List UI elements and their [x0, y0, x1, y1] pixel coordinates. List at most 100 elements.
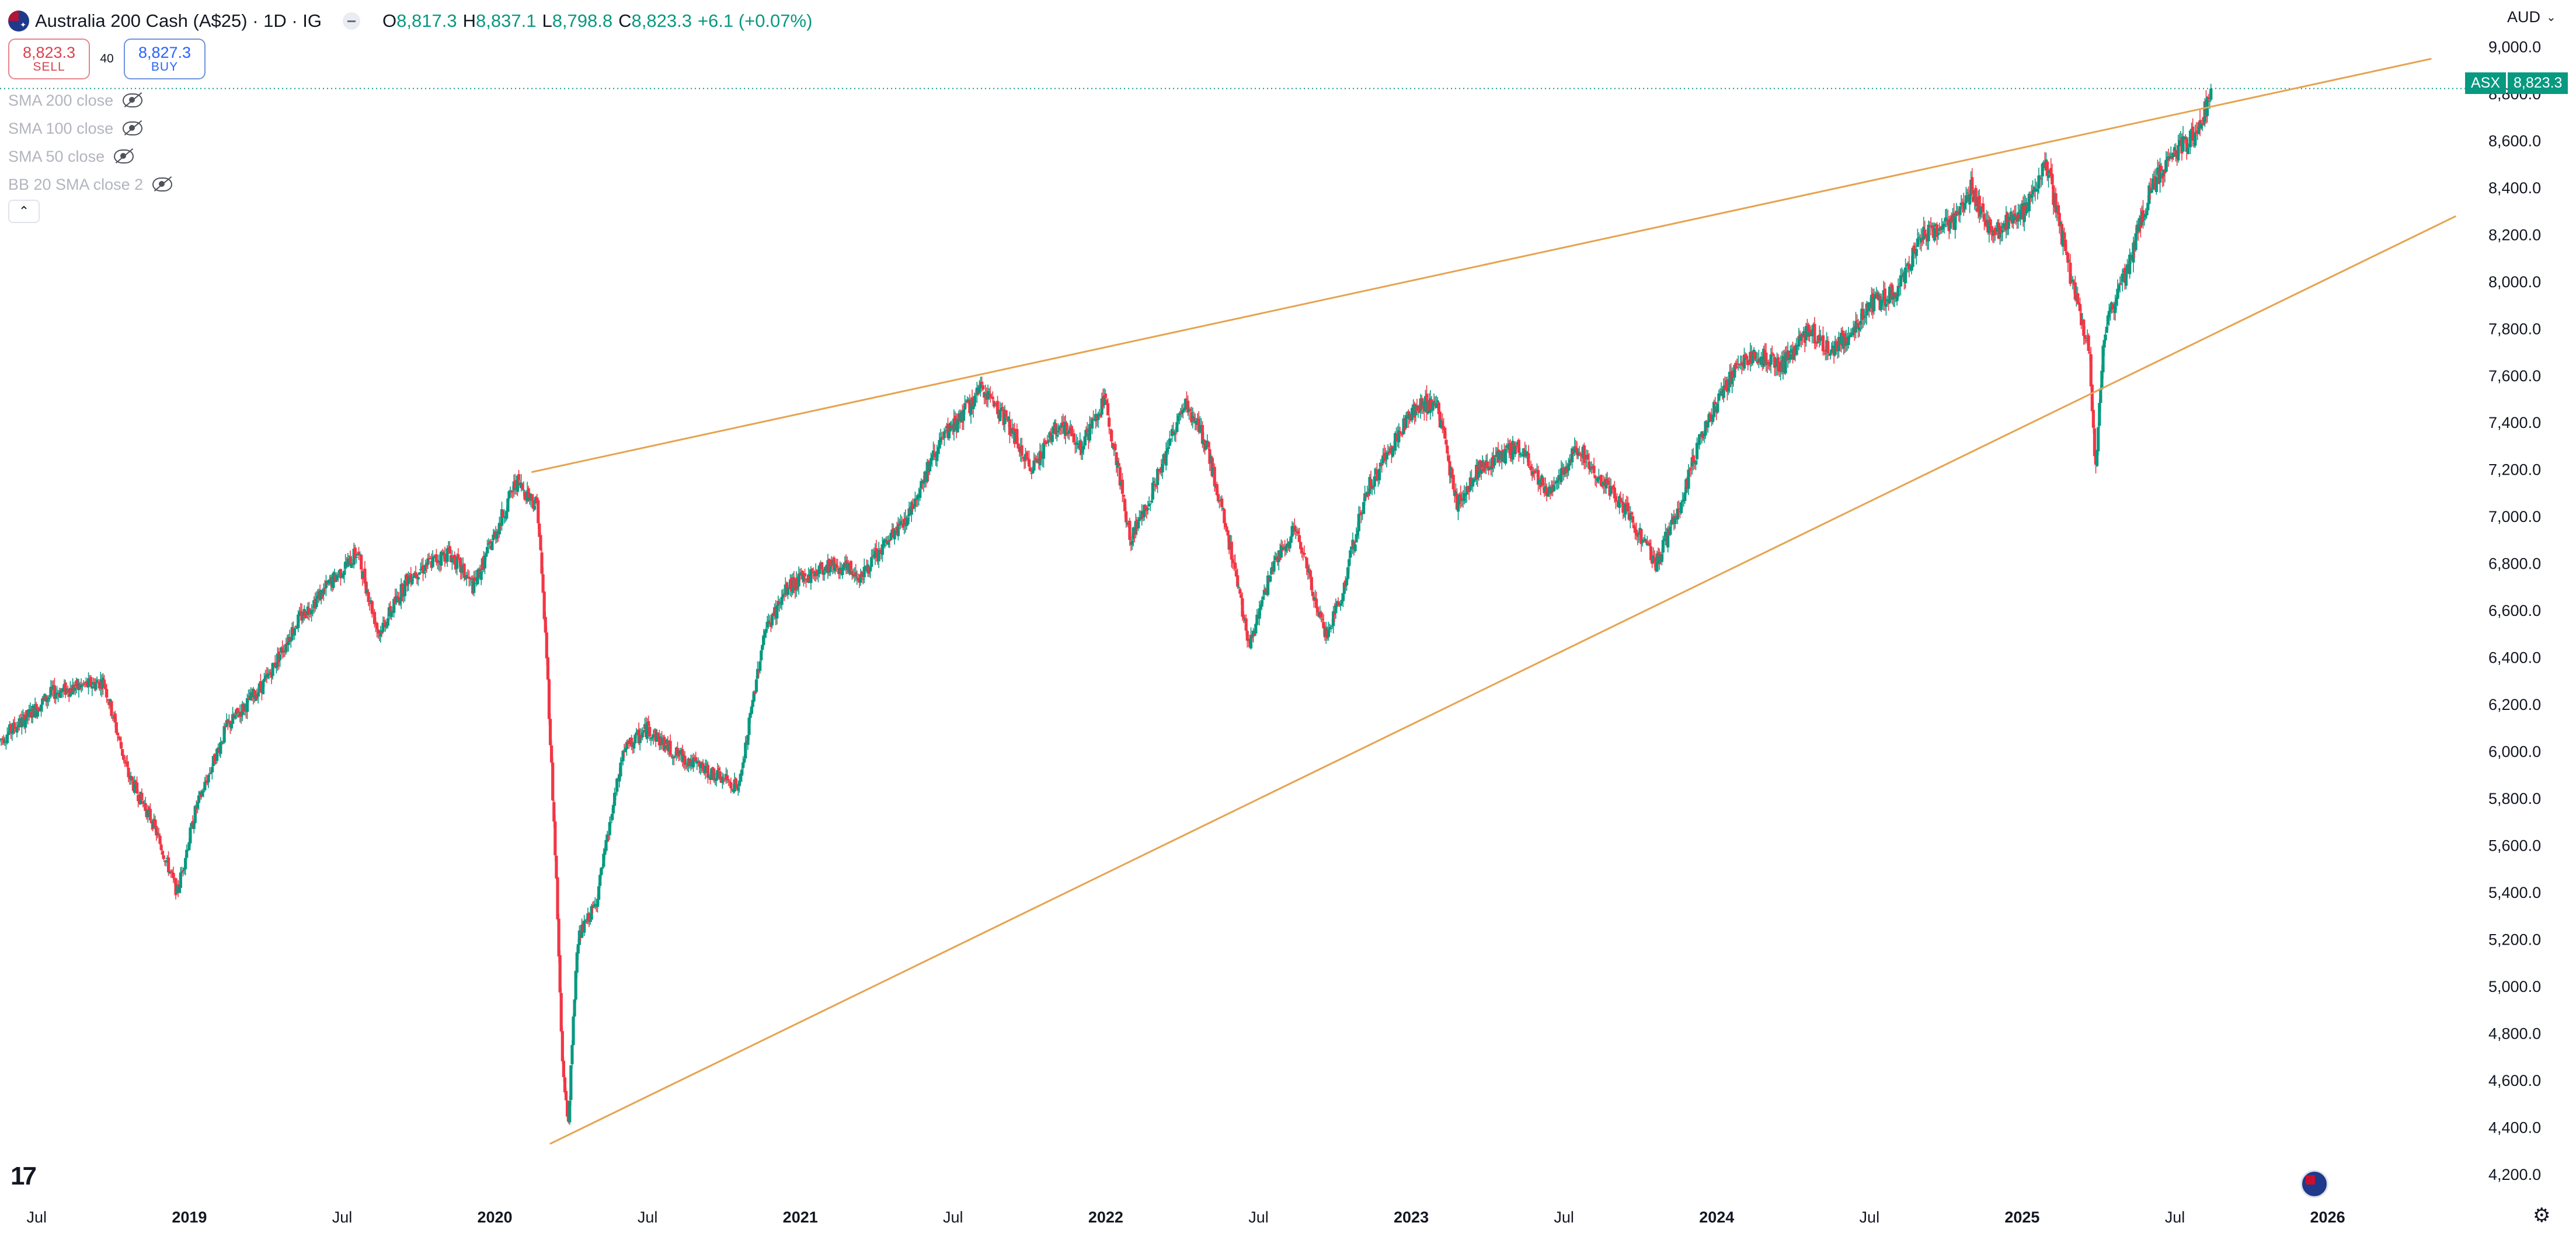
candle-body — [284, 644, 288, 653]
candle-body — [465, 574, 468, 579]
candle-body — [753, 692, 757, 694]
candle-up — [440, 550, 443, 571]
candle-body — [988, 393, 992, 398]
candle-body — [803, 573, 807, 577]
candle-body — [1377, 469, 1381, 480]
candle-down — [706, 761, 710, 784]
candle-body — [1105, 399, 1109, 405]
candle-down — [474, 570, 477, 582]
candle-body — [1061, 422, 1065, 426]
candle-body — [341, 573, 345, 578]
candle-body — [198, 792, 202, 795]
candle-body — [797, 573, 800, 587]
candle-up — [720, 772, 724, 789]
candle-body — [1110, 430, 1113, 442]
candle-body — [1883, 288, 1886, 306]
candle-body — [669, 740, 672, 755]
candle-body — [1826, 340, 1830, 354]
candle-body — [1635, 530, 1638, 536]
candle-up — [1488, 459, 1492, 471]
candle-up — [1261, 594, 1265, 604]
candle-up — [1047, 438, 1050, 447]
candle-up — [736, 785, 740, 796]
candle-body — [1593, 475, 1597, 479]
candle-body — [105, 689, 109, 698]
candle-down — [1541, 476, 1545, 490]
candle-down — [1861, 302, 1865, 328]
candle-body — [1046, 441, 1049, 444]
candle-body — [1575, 448, 1579, 455]
candle-body — [537, 500, 540, 524]
candle-body — [770, 614, 774, 626]
candle-body — [1857, 323, 1860, 329]
candle-body — [1111, 443, 1115, 448]
candle-down — [2, 734, 5, 745]
candle-body — [977, 386, 981, 393]
candle-up — [740, 767, 744, 782]
candle-body — [141, 801, 145, 804]
candle-body — [1534, 471, 1537, 473]
candle-up — [597, 883, 601, 905]
candle-body — [344, 562, 347, 569]
candle-body — [157, 834, 161, 836]
candle-body — [1945, 218, 1948, 220]
candle-body — [1096, 413, 1100, 420]
candle-up — [1900, 267, 1903, 287]
candle-down — [547, 678, 551, 725]
candle-body — [135, 782, 139, 793]
candle-body — [1471, 480, 1475, 487]
candle-down — [181, 869, 185, 877]
candle-body — [944, 430, 947, 431]
candle-down — [517, 469, 521, 485]
candle-body — [6, 732, 11, 735]
candle-up — [786, 582, 790, 600]
candle-body — [821, 569, 825, 575]
candle-body — [1636, 534, 1639, 537]
candle-body — [1260, 600, 1263, 607]
candle-down — [1545, 483, 1548, 501]
candle-body — [561, 1031, 564, 1061]
candle-up — [635, 727, 638, 739]
candle-body — [49, 687, 53, 695]
candle-body — [1623, 515, 1626, 516]
candle-down — [538, 522, 541, 538]
candle-body — [869, 567, 872, 572]
candle-body — [304, 611, 307, 619]
candle-body — [915, 494, 920, 500]
candle-up — [164, 859, 168, 867]
candle-down — [555, 855, 558, 880]
candle-body — [710, 768, 713, 781]
candle-body — [1937, 233, 1940, 235]
candle-body — [1451, 475, 1455, 490]
candle-up — [584, 918, 587, 924]
candle-down — [1440, 413, 1444, 434]
candle-body — [1436, 400, 1439, 403]
candles-layer — [0, 83, 2213, 1125]
candle-body — [1519, 454, 1523, 455]
candle-body — [1122, 494, 1126, 497]
candle-body — [1769, 354, 1773, 365]
candle-body — [1753, 351, 1757, 360]
candle-up — [1518, 447, 1522, 458]
candle-body — [1963, 203, 1966, 209]
candle-body — [104, 685, 107, 689]
candle-body — [368, 603, 371, 604]
candle-up — [1943, 220, 1946, 234]
candle-up — [633, 734, 637, 745]
candle-up — [952, 409, 956, 441]
candle-up — [1503, 445, 1508, 466]
candle-body — [1146, 508, 1150, 510]
candle-up — [1513, 441, 1517, 458]
candle-body — [962, 409, 966, 421]
candle-up — [938, 432, 941, 455]
candle-body — [120, 742, 123, 749]
candle-down — [722, 774, 726, 785]
candle-body — [388, 606, 392, 615]
candle-body — [1284, 545, 1288, 552]
candle-up — [1404, 413, 1408, 429]
candle-body — [670, 755, 673, 757]
candle-down — [1215, 481, 1219, 496]
candle-body — [1297, 535, 1301, 542]
candle-down — [1764, 343, 1768, 372]
